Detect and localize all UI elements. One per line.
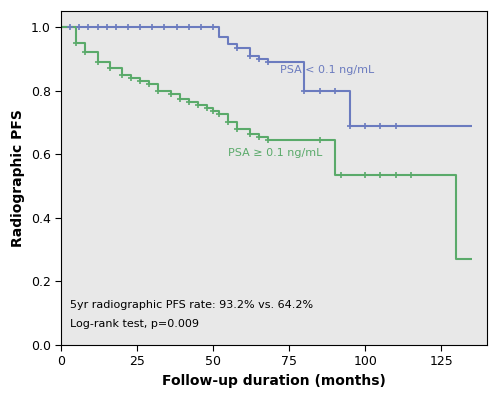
Text: Log-rank test, p=0.009: Log-rank test, p=0.009	[70, 320, 199, 330]
Text: 5yr radiographic PFS rate: 93.2% vs. 64.2%: 5yr radiographic PFS rate: 93.2% vs. 64.…	[70, 300, 313, 310]
X-axis label: Follow-up duration (months): Follow-up duration (months)	[162, 374, 386, 388]
Text: PSA < 0.1 ng/mL: PSA < 0.1 ng/mL	[280, 65, 374, 75]
Y-axis label: Radiographic PFS: Radiographic PFS	[11, 109, 25, 247]
Text: PSA ≥ 0.1 ng/mL: PSA ≥ 0.1 ng/mL	[229, 148, 323, 158]
